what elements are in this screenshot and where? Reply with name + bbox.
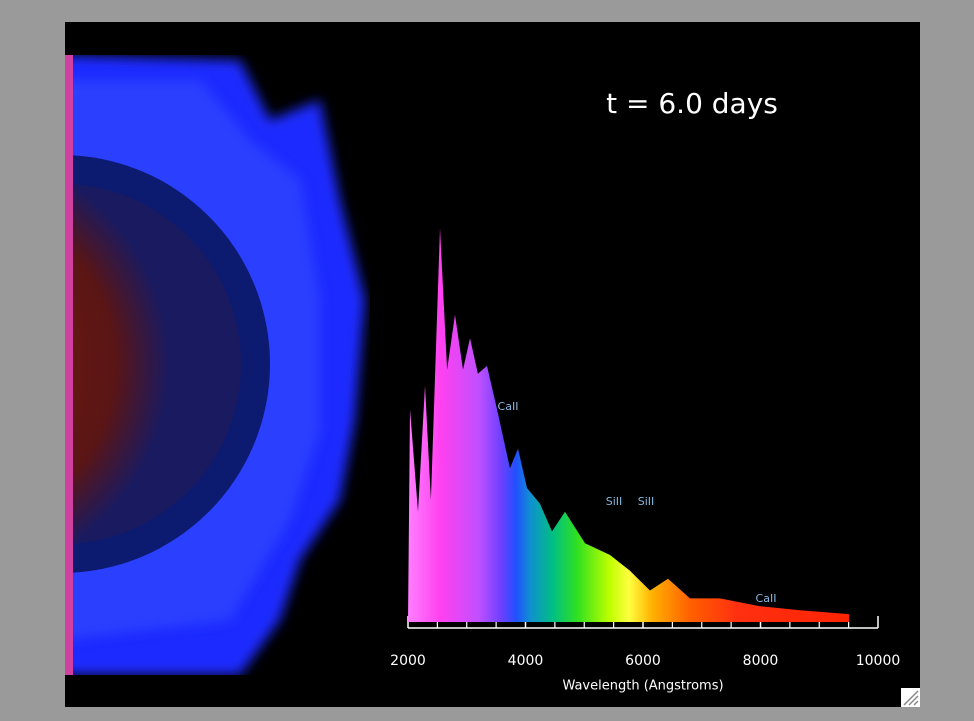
- resize-grip[interactable]: [901, 688, 920, 707]
- x-tick-label: 10000: [856, 653, 901, 669]
- simulation-image: [65, 55, 365, 675]
- x-tick-label: 8000: [743, 653, 779, 669]
- x-tick-label: 4000: [508, 653, 544, 669]
- spectrum-area: [408, 228, 849, 622]
- x-tick-label: 2000: [390, 653, 426, 669]
- x-tick-label: 6000: [625, 653, 661, 669]
- line-annotation: CaII: [756, 592, 777, 605]
- line-annotation: SiII: [606, 495, 623, 508]
- line-annotation: SiII: [638, 495, 655, 508]
- chart-title: t = 6.0 days: [606, 87, 778, 120]
- line-annotation: CaII: [498, 400, 519, 413]
- x-axis-label: Wavelength (Angstroms): [562, 679, 723, 694]
